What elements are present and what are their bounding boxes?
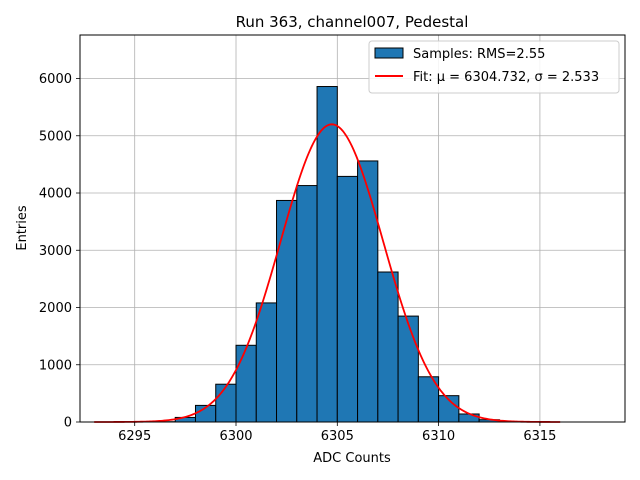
- histogram-bar: [235, 344, 257, 423]
- x-tick-label: 6305: [321, 429, 354, 444]
- histogram-bar: [377, 271, 399, 423]
- x-axis-label: ADC Counts: [313, 451, 391, 466]
- histogram-bar: [336, 175, 359, 423]
- histogram-bar: [316, 86, 338, 423]
- legend-histogram-label: Samples: RMS=2.55: [413, 47, 545, 62]
- y-axis-ticks: 0 1000 2000 3000 4000 5000 6000: [39, 72, 80, 431]
- histogram-bar: [255, 302, 278, 423]
- x-tick-label: 6300: [219, 429, 252, 444]
- y-tick-label: 2000: [39, 301, 72, 316]
- legend-histogram-swatch: [374, 47, 404, 59]
- legend-box: [368, 40, 620, 94]
- histogram-bar: [357, 160, 379, 423]
- y-tick-label: 5000: [39, 129, 72, 144]
- fit-curve-group: [94, 123, 561, 423]
- histogram-bar: [276, 199, 298, 423]
- legend-fit-label: Fit: μ = 6304.732, σ = 2.533: [413, 70, 599, 85]
- histogram-bar: [215, 383, 237, 423]
- x-axis-ticks: 6295 6300 6305 6310 6315: [118, 422, 556, 444]
- histogram-bars: [154, 86, 500, 423]
- y-tick-label: 3000: [39, 244, 72, 259]
- histogram-bar: [397, 315, 419, 423]
- x-tick-label: 6310: [422, 429, 455, 444]
- y-tick-label: 6000: [39, 72, 72, 87]
- fit-curve: [94, 123, 561, 423]
- y-tick-label: 0: [64, 416, 72, 431]
- histogram-bar: [296, 185, 318, 423]
- x-tick-label: 6315: [523, 429, 556, 444]
- legend: Samples: RMS=2.55 Fit: μ = 6304.732, σ =…: [368, 40, 620, 94]
- y-tick-label: 4000: [39, 187, 72, 202]
- chart-title: Run 363, channel007, Pedestal: [236, 13, 469, 31]
- y-tick-label: 1000: [39, 358, 72, 373]
- y-axis-label: Entries: [15, 205, 30, 251]
- x-tick-label: 6295: [118, 429, 151, 444]
- plot-frame: [79, 34, 626, 423]
- histogram-bar: [458, 413, 480, 423]
